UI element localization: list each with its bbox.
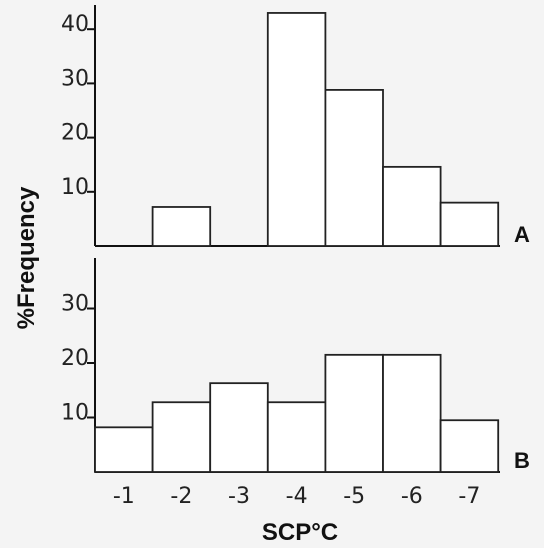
y-axis-label: %Frequency [13,186,40,329]
x-tick-label: -4 [286,484,308,509]
bar [94,426,154,473]
x-tick-label: -2 [170,484,192,509]
x-tick-label: -5 [343,484,365,509]
bar [151,206,212,247]
bar [209,382,269,473]
bar [439,419,500,473]
x-tick-label: -1 [113,484,135,509]
panel-a: 10 20 30 40 A [61,5,530,247]
bar [439,201,500,247]
y-tick-label: 40 [61,12,89,37]
bar [324,89,384,247]
x-tick-label: -6 [401,484,423,509]
y-tick-label: 30 [61,66,89,91]
bar [382,165,442,247]
bar [266,12,327,247]
y-tick-label: 20 [61,121,89,146]
panel-label-a: A [514,222,530,247]
y-tick-label: 10 [61,401,89,426]
bar [382,353,442,473]
panel-label-b: B [514,448,530,473]
panel-b: 10 20 30 B [61,258,530,473]
bar [151,401,212,473]
x-axis-label: SCP°C [262,519,338,546]
y-tick-label: 20 [61,346,89,371]
bar [324,353,384,473]
x-tick-labels: -1 -2 -3 -4 -5 -6 -7 [113,484,481,509]
x-tick-label: -7 [458,484,480,509]
bar [266,401,327,473]
x-tick-label: -3 [228,484,250,509]
y-tick-label: 30 [61,292,89,317]
y-tick-label: 10 [61,175,89,200]
